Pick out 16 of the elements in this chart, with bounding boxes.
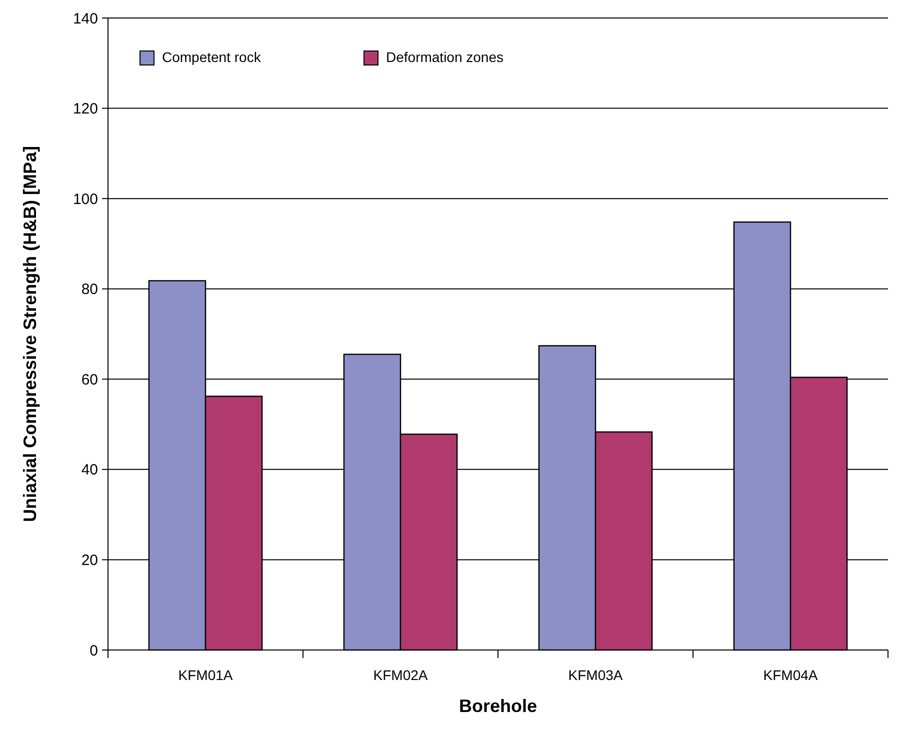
legend-label: Competent rock [162,49,262,66]
y-tick-label: 0 [90,642,98,660]
y-tick-label: 20 [81,552,98,569]
x-tick-label: KFM02A [373,667,428,683]
x-axis-title: Borehole [458,696,538,716]
x-tick-label: KFM04A [763,667,818,683]
y-tick-label: 60 [81,371,98,388]
y-axis-title: Uniaxial Compressive Strength (H&B) [MPa] [20,146,40,522]
y-tick-label: 100 [72,190,98,208]
y-tick-label: 140 [72,10,98,28]
x-tick-label: KFM01A [178,667,234,683]
x-tick-label: KFM03A [568,667,624,683]
y-tick-label: 40 [81,462,98,479]
y-tick-label: 120 [72,100,98,118]
y-tick-label: 80 [81,281,98,298]
legend-label: Deformation zones [386,49,504,66]
